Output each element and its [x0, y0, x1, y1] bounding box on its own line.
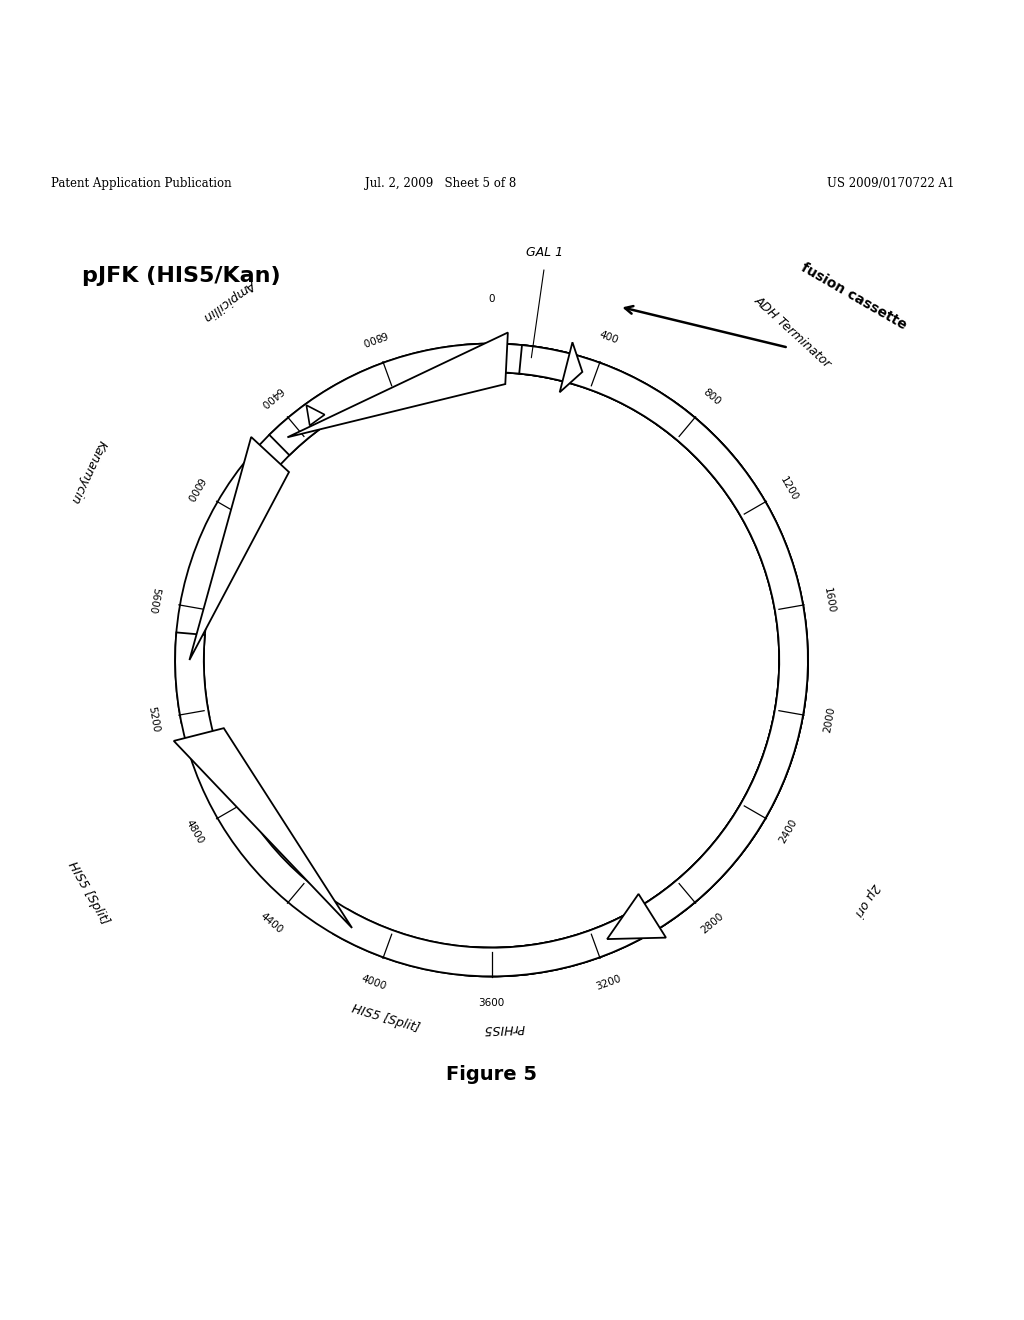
Text: 6800: 6800 [360, 329, 388, 347]
Text: 4400: 4400 [258, 911, 285, 935]
Polygon shape [656, 401, 742, 484]
Polygon shape [269, 343, 808, 977]
Text: 6400: 6400 [258, 385, 285, 409]
Polygon shape [306, 405, 325, 425]
Polygon shape [464, 343, 568, 381]
Text: 4000: 4000 [360, 973, 388, 991]
Polygon shape [175, 343, 808, 977]
Polygon shape [189, 437, 289, 660]
Text: Patent Application Publication: Patent Application Publication [51, 177, 231, 190]
Polygon shape [560, 342, 583, 392]
Text: 1200: 1200 [777, 475, 800, 503]
Text: 1600: 1600 [822, 586, 837, 614]
Text: fusion cassette: fusion cassette [799, 260, 909, 333]
Text: Jul. 2, 2009   Sheet 5 of 8: Jul. 2, 2009 Sheet 5 of 8 [365, 177, 516, 190]
Text: Ampicillin: Ampicillin [202, 276, 258, 323]
Text: pJFK (HIS5/Kan): pJFK (HIS5/Kan) [82, 267, 281, 286]
Polygon shape [469, 945, 532, 977]
Text: Kanamycin: Kanamycin [68, 438, 109, 506]
Polygon shape [174, 729, 352, 928]
Text: 0: 0 [488, 293, 495, 304]
Text: 2800: 2800 [698, 911, 725, 935]
Text: HIS5 [Split]: HIS5 [Split] [350, 1002, 421, 1035]
Text: GAL 1: GAL 1 [525, 246, 563, 259]
Text: HIS5 [Split]: HIS5 [Split] [65, 859, 112, 927]
Text: 3200: 3200 [595, 973, 623, 991]
Text: 6000: 6000 [183, 475, 205, 503]
Text: 4800: 4800 [183, 817, 206, 845]
Text: 2400: 2400 [777, 817, 800, 845]
Text: PrHIS5: PrHIS5 [483, 1022, 525, 1036]
Polygon shape [647, 660, 808, 927]
Text: 5600: 5600 [146, 586, 161, 614]
Polygon shape [607, 894, 666, 939]
Text: 2000: 2000 [822, 706, 837, 734]
Polygon shape [175, 345, 808, 977]
Text: 2μ ori: 2μ ori [852, 880, 883, 919]
Text: 3600: 3600 [478, 998, 505, 1008]
Text: 400: 400 [598, 330, 620, 346]
Text: US 2009/0170722 A1: US 2009/0170722 A1 [827, 177, 954, 190]
Text: 800: 800 [701, 387, 723, 408]
Text: Figure 5: Figure 5 [446, 1065, 537, 1084]
Text: ADH Terminator: ADH Terminator [752, 293, 834, 370]
Text: 5200: 5200 [146, 706, 161, 734]
Polygon shape [288, 333, 508, 437]
